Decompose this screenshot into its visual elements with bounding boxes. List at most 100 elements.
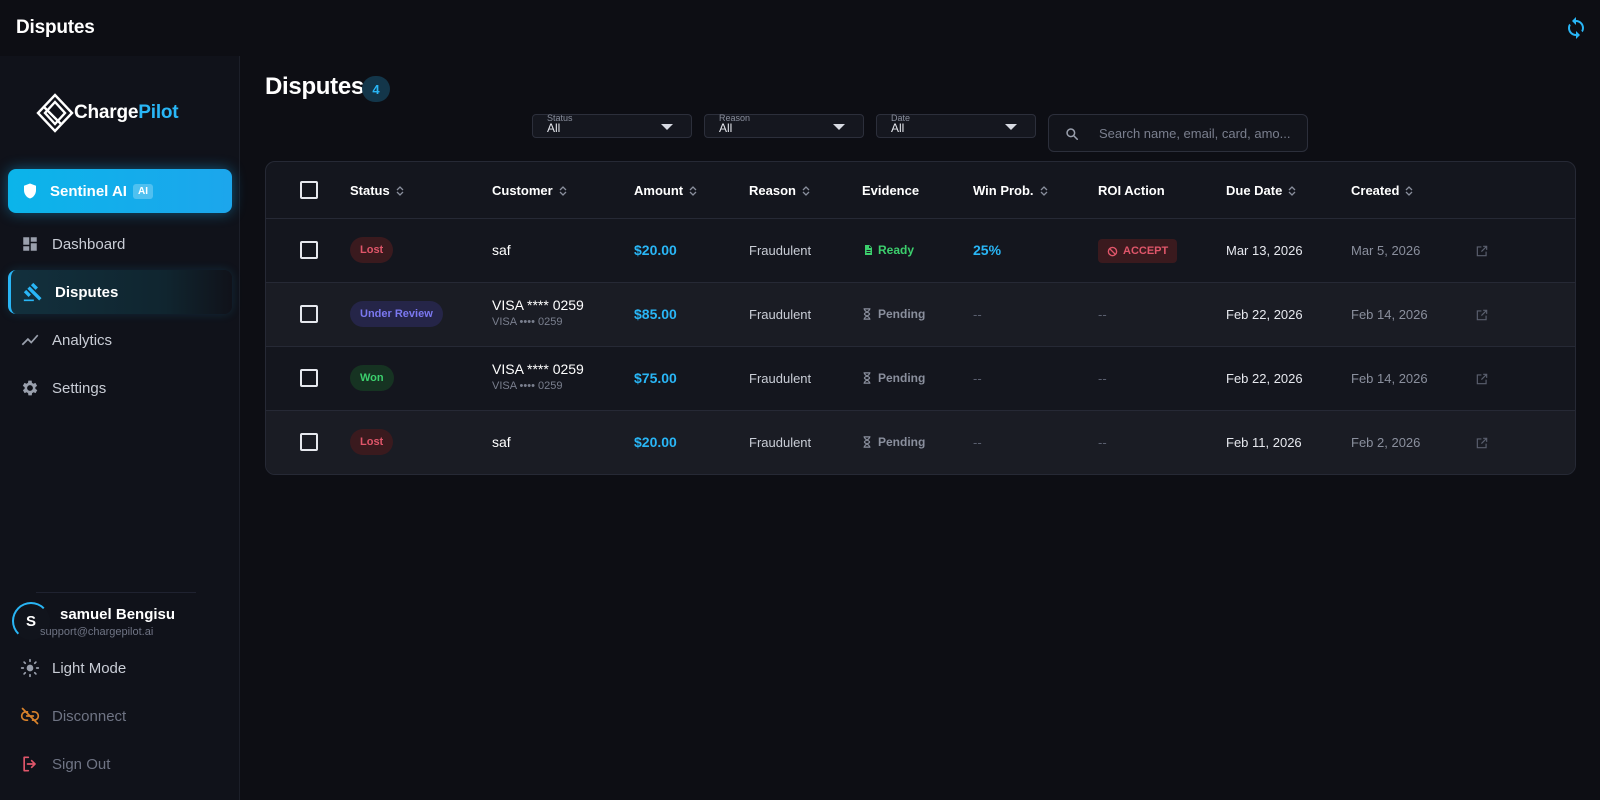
- status-filter[interactable]: Status All: [532, 113, 692, 138]
- sort-icon: [689, 185, 697, 196]
- sidebar-item-label: Sentinel AI: [50, 182, 127, 200]
- open-external-icon[interactable]: [1475, 436, 1489, 450]
- table-row[interactable]: Under Review VISA **** 0259 VISA •••• 02…: [266, 283, 1575, 347]
- block-icon: [1107, 246, 1118, 256]
- due-date: Mar 13, 2026: [1226, 243, 1303, 258]
- divider: [36, 592, 196, 593]
- filter-value: All: [547, 121, 561, 135]
- light-mode-toggle[interactable]: Light Mode: [8, 646, 232, 690]
- row-checkbox[interactable]: [300, 369, 318, 387]
- user-name: samuel Bengisu: [60, 606, 176, 623]
- logout-icon: [20, 754, 40, 774]
- gear-icon: [20, 378, 40, 398]
- amount: $85.00: [634, 306, 677, 322]
- open-external-icon[interactable]: [1475, 244, 1489, 258]
- top-bar: Disputes: [0, 0, 1600, 56]
- column-header-created[interactable]: Created: [1351, 183, 1413, 198]
- date-filter[interactable]: Date All: [876, 113, 1036, 138]
- sidebar-item-label: Analytics: [52, 331, 113, 349]
- sidebar-item-label: Dashboard: [52, 235, 126, 253]
- sidebar-item-dashboard[interactable]: Dashboard: [8, 222, 232, 266]
- top-bar-title: Disputes: [16, 17, 95, 38]
- page-title: Disputes: [265, 73, 364, 100]
- created-date: Mar 5, 2026: [1351, 243, 1421, 258]
- roi-action-badge[interactable]: ACCEPT: [1098, 239, 1178, 263]
- table-row[interactable]: Lost saf $20.00 Fraudulent Pending -- --…: [266, 411, 1575, 474]
- sort-icon: [559, 185, 567, 196]
- sidebar-item-sentinel-ai[interactable]: Sentinel AI AI: [8, 169, 232, 213]
- logo-text: ChargePilot: [74, 102, 179, 123]
- ai-badge: AI: [132, 183, 153, 199]
- open-external-icon[interactable]: [1475, 372, 1489, 386]
- brand-logo[interactable]: ChargePilot: [36, 92, 179, 134]
- win-probability: 25%: [973, 242, 1002, 258]
- column-header-customer[interactable]: Customer: [492, 183, 567, 198]
- due-date: Feb 22, 2026: [1226, 371, 1303, 386]
- link-off-icon: [20, 706, 40, 726]
- customer-card: VISA •••• 0259: [492, 380, 563, 392]
- open-external-icon[interactable]: [1475, 308, 1489, 322]
- sidebar-item-settings[interactable]: Settings: [8, 366, 232, 410]
- sidebar-item-label: Settings: [52, 379, 107, 397]
- sidebar-item-label: Disconnect: [52, 707, 127, 725]
- column-header-reason[interactable]: Reason: [749, 183, 810, 198]
- select-all-checkbox[interactable]: [300, 181, 318, 199]
- column-header-amount[interactable]: Amount: [634, 183, 697, 198]
- customer-card: VISA •••• 0259: [492, 316, 563, 328]
- win-probability: --: [973, 435, 982, 450]
- column-header-evidence: Evidence: [862, 183, 920, 198]
- disconnect-button[interactable]: Disconnect: [8, 694, 232, 738]
- table-row[interactable]: Won VISA **** 0259 VISA •••• 0259 $75.00…: [266, 347, 1575, 411]
- reason: Fraudulent: [749, 371, 812, 386]
- sign-out-button[interactable]: Sign Out: [8, 742, 232, 786]
- reason-filter[interactable]: Reason All: [704, 113, 864, 138]
- customer-name: saf: [492, 434, 511, 450]
- reason: Fraudulent: [749, 243, 812, 258]
- column-header-due-date[interactable]: Due Date: [1226, 183, 1296, 198]
- user-email: support@chargepilot.ai: [40, 626, 154, 638]
- filter-label: Status: [547, 113, 573, 123]
- evidence-status: Pending: [862, 307, 925, 321]
- search-placeholder: Search name, email, card, amo...: [1099, 126, 1291, 141]
- status-badge: Lost: [350, 429, 394, 455]
- reason: Fraudulent: [749, 435, 812, 450]
- reason: Fraudulent: [749, 307, 812, 322]
- amount: $20.00: [634, 242, 677, 258]
- sidebar-item-label: Sign Out: [52, 755, 111, 773]
- hourglass-icon: [863, 308, 871, 320]
- due-date: Feb 22, 2026: [1226, 307, 1303, 322]
- trending-up-icon: [20, 330, 40, 350]
- column-header-win-prob[interactable]: Win Prob.: [973, 183, 1048, 198]
- customer-name: VISA **** 0259: [492, 297, 584, 313]
- column-header-status[interactable]: Status: [350, 183, 404, 198]
- sidebar-item-disputes[interactable]: Disputes: [8, 270, 232, 314]
- created-date: Feb 14, 2026: [1351, 307, 1428, 322]
- table-header: Status Customer Amount Reason Evidence W…: [266, 162, 1575, 219]
- refresh-icon[interactable]: [1564, 16, 1588, 40]
- evidence-status: Ready: [862, 243, 914, 257]
- amount: $75.00: [634, 370, 677, 386]
- sidebar: ChargePilot Sentinel AI AI Dashboard Dis…: [0, 56, 240, 800]
- evidence-status: Pending: [862, 435, 925, 449]
- disputes-table: Status Customer Amount Reason Evidence W…: [265, 161, 1576, 475]
- sidebar-item-analytics[interactable]: Analytics: [8, 318, 232, 362]
- hourglass-icon: [863, 436, 871, 448]
- status-badge: Won: [350, 365, 394, 391]
- customer-name: VISA **** 0259: [492, 361, 584, 377]
- created-date: Feb 2, 2026: [1351, 435, 1421, 450]
- avatar[interactable]: S: [12, 602, 50, 640]
- status-badge: Under Review: [350, 301, 443, 327]
- row-checkbox[interactable]: [300, 241, 318, 259]
- customer-name: saf: [492, 242, 511, 258]
- row-checkbox[interactable]: [300, 433, 318, 451]
- status-badge: Lost: [350, 237, 394, 263]
- roi-action: --: [1098, 435, 1107, 450]
- filter-label: Reason: [719, 113, 751, 123]
- caret-down-icon: [1005, 124, 1017, 130]
- row-checkbox[interactable]: [300, 305, 318, 323]
- search-input[interactable]: Search name, email, card, amo...: [1048, 114, 1308, 152]
- table-row[interactable]: Lost saf $20.00 Fraudulent Ready 25% ACC…: [266, 219, 1575, 283]
- shield-icon: [20, 181, 40, 201]
- column-header-roi-action: ROI Action: [1098, 183, 1165, 198]
- document-icon: [865, 245, 872, 255]
